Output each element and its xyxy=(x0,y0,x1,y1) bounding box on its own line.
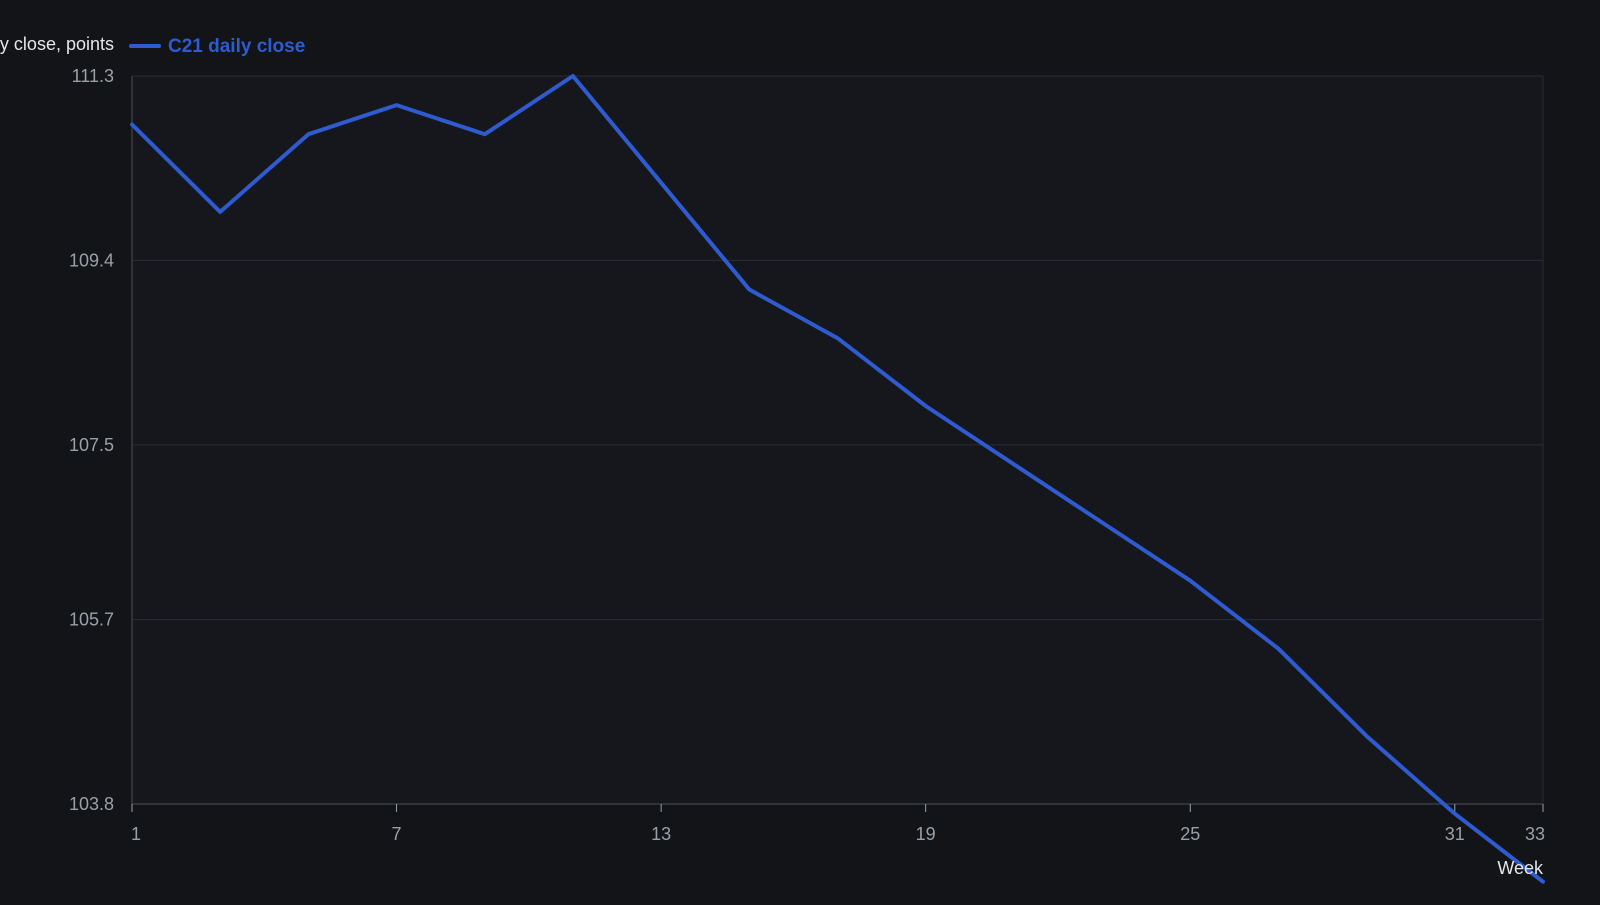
x-tick-label: 33 xyxy=(1525,824,1545,844)
x-axis-label: Week xyxy=(1497,858,1544,878)
legend-label: C21 daily close xyxy=(168,36,305,57)
plot-area xyxy=(132,76,1543,804)
series-layer xyxy=(130,74,1545,884)
y-tick-label: 103.8 xyxy=(69,794,114,814)
y-tick-label: 105.7 xyxy=(69,610,114,630)
y-tick-label: 107.5 xyxy=(69,435,114,455)
x-tick-label: 31 xyxy=(1445,824,1465,844)
labels: C21 daily close, points C21 daily close … xyxy=(0,34,1544,878)
y-tick-label: 109.4 xyxy=(69,250,114,270)
x-tick-label: 1 xyxy=(131,824,141,844)
x-tick-label: 7 xyxy=(392,824,402,844)
series-line xyxy=(130,74,1545,884)
x-tick-label: 19 xyxy=(916,824,936,844)
y-tick-label: 111.3 xyxy=(72,66,114,86)
x-tick-label: 25 xyxy=(1180,824,1200,844)
y-axis-label: C21 daily close, points xyxy=(0,34,114,54)
x-tick-label: 13 xyxy=(651,824,671,844)
axes: 111.3 109.4 107.5 105.7 103.8 1 7 13 19 25 31 33 xyxy=(69,66,1545,844)
